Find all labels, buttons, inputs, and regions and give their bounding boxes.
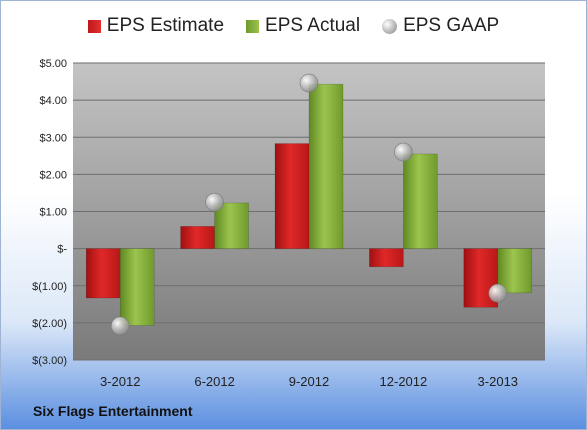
legend-label-actual: EPS Actual xyxy=(265,15,361,36)
legend-item-gaap: EPS GAAP xyxy=(382,15,499,37)
x-tick-label: 12-2012 xyxy=(380,374,428,389)
y-tick-label: $4.00 xyxy=(39,95,67,107)
y-tick-label: $(2.00) xyxy=(32,318,67,330)
point-eps-gaap xyxy=(299,73,319,93)
bar-eps-estimate xyxy=(85,248,121,299)
legend-label-estimate: EPS Estimate xyxy=(106,15,225,36)
y-tick-label: $- xyxy=(57,244,67,256)
legend-label-gaap: EPS GAAP xyxy=(403,15,500,36)
company-name: Six Flags Entertainment xyxy=(33,403,193,419)
bar-eps-actual xyxy=(308,83,344,249)
legend-swatch-gaap xyxy=(382,18,398,34)
gaap-points-group xyxy=(110,73,508,336)
y-tick-label: $3.00 xyxy=(39,132,67,144)
point-eps-gaap xyxy=(394,142,413,162)
bar-eps-estimate xyxy=(369,248,404,268)
bar-eps-estimate xyxy=(274,143,310,249)
point-eps-gaap xyxy=(110,316,130,336)
x-tick-label: 6-2012 xyxy=(194,374,234,389)
y-tick-label: $(1.00) xyxy=(32,281,67,293)
x-tick-label: 9-2012 xyxy=(289,374,329,389)
legend-item-actual: EPS Actual xyxy=(246,15,360,37)
bars-group xyxy=(85,83,533,326)
legend: EPS Estimate EPS Actual EPS GAAP xyxy=(1,15,586,37)
point-eps-gaap xyxy=(205,192,224,212)
legend-swatch-actual xyxy=(246,19,260,33)
x-axis-labels: 3-2012 6-2012 9-2012 12-2012 3-2013 xyxy=(100,374,518,389)
legend-item-estimate: EPS Estimate xyxy=(87,15,225,37)
bar-eps-actual xyxy=(119,248,155,326)
y-tick-label: $(3.00) xyxy=(32,355,67,367)
point-eps-gaap xyxy=(488,283,508,303)
bar-eps-actual xyxy=(214,202,249,249)
bar-eps-actual xyxy=(497,248,533,294)
x-tick-label: 3-2012 xyxy=(100,374,140,389)
bar-eps-actual xyxy=(403,153,438,249)
y-tick-label: $5.00 xyxy=(39,58,67,70)
y-axis-ticks: $5.00 $4.00 $3.00 $2.00 $1.00 $- $(1.00) $(2.00… xyxy=(32,58,67,367)
x-tick-label: 3-2013 xyxy=(478,374,518,389)
bar-eps-estimate xyxy=(180,226,215,249)
y-tick-label: $1.00 xyxy=(39,207,67,219)
y-tick-label: $2.00 xyxy=(39,169,67,181)
legend-swatch-estimate xyxy=(87,19,101,33)
